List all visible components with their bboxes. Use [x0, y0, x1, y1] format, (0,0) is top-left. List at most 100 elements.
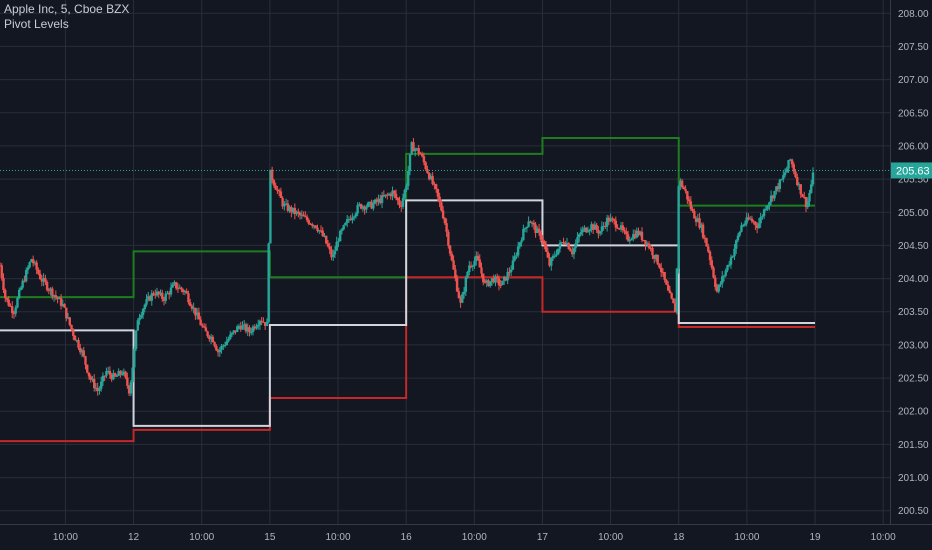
candle-body-249 — [433, 184, 436, 186]
candle-body-46 — [79, 347, 82, 353]
candle-body-157 — [272, 180, 276, 186]
candle-body-337 — [586, 231, 590, 233]
candle-body-172 — [298, 213, 302, 216]
x-tick-label-6: 10:00 — [462, 532, 487, 543]
y-tick-label-12: 202.00 — [898, 407, 929, 418]
candle-body-212 — [368, 201, 372, 203]
candle-body-365 — [635, 230, 638, 238]
candle-body-7 — [11, 306, 14, 314]
candle-body-106 — [183, 291, 187, 293]
candle-body-238 — [414, 149, 417, 152]
candle-body-403 — [701, 224, 705, 238]
candle-body-270 — [469, 265, 473, 267]
candle-body-222 — [386, 194, 389, 196]
y-tick-label-9: 203.50 — [898, 307, 929, 318]
candle-body-57 — [98, 388, 101, 391]
candle-body-382 — [665, 280, 668, 285]
candle-body-236 — [410, 142, 413, 155]
candle-body-262 — [455, 278, 459, 292]
candle-body-93 — [161, 292, 164, 299]
candle-body-190 — [330, 249, 333, 258]
candle-body-419 — [729, 257, 733, 265]
candle-body-123 — [213, 342, 216, 346]
candle-body-120 — [208, 336, 211, 340]
last-price-label: 205.63 — [896, 165, 930, 177]
candle-body-393 — [684, 189, 687, 192]
candle-body-149 — [258, 320, 262, 325]
candle-body-8 — [12, 313, 16, 315]
candle-body-397 — [691, 208, 694, 212]
x-tick-label-12: 10:00 — [871, 532, 896, 543]
x-tick-label-5: 16 — [401, 532, 413, 543]
last-price-tag — [891, 162, 932, 179]
candle-body-49 — [84, 356, 87, 365]
candle-body-180 — [312, 225, 316, 227]
candle-body-44 — [75, 340, 78, 342]
candle-body-399 — [694, 218, 698, 223]
candle-body-90 — [155, 291, 159, 296]
candle-body-388 — [675, 268, 679, 312]
candle-body-290 — [504, 276, 508, 281]
candle-body-395 — [687, 199, 691, 202]
candle-body-430 — [748, 218, 752, 220]
candle-body-413 — [719, 283, 722, 285]
candle-body-296 — [515, 255, 518, 257]
candle-body-360 — [626, 234, 630, 241]
candle-body-278 — [483, 282, 487, 284]
candle-body-446 — [776, 186, 780, 190]
candle-body-401 — [698, 218, 701, 228]
candle-body-158 — [274, 185, 277, 190]
candle-body-16 — [26, 267, 30, 271]
candle-body-131 — [227, 338, 230, 342]
candle-body-327 — [569, 249, 572, 252]
candle-body-175 — [304, 216, 307, 218]
candle-body-240 — [417, 148, 420, 154]
price-axis[interactable]: 208.00207.50207.00206.50206.00205.50205.… — [890, 0, 932, 550]
candle-body-364 — [633, 234, 637, 238]
candle-body-13 — [21, 280, 24, 288]
candle-body-291 — [506, 271, 509, 281]
symbol-title[interactable]: Apple Inc, 5, Cboe BZX — [4, 2, 130, 16]
candle-body-300 — [522, 228, 525, 241]
candle-body-137 — [237, 326, 241, 328]
candle-body-336 — [584, 227, 588, 233]
candle-body-170 — [295, 211, 298, 214]
candle-body-117 — [202, 326, 206, 328]
candle-body-59 — [101, 375, 105, 382]
candle-body-163 — [283, 204, 286, 207]
candle-body-32 — [54, 295, 58, 298]
candle-body-160 — [277, 190, 281, 192]
candle-body-83 — [143, 304, 146, 310]
time-axis[interactable]: 10:00 12 10:00 15 10:00 16 10:00 17 10:00 18 10:00… — [0, 524, 932, 550]
candle-body-119 — [206, 331, 209, 337]
candle-body-185 — [321, 230, 324, 237]
candle-body-206 — [358, 204, 361, 206]
candle-body-362 — [630, 239, 633, 241]
candle-body-225 — [391, 190, 394, 197]
candle-body-43 — [73, 335, 77, 341]
candle-body-348 — [605, 217, 609, 227]
indicator-label[interactable]: Pivot Levels — [4, 17, 69, 31]
candle-body-151 — [262, 321, 265, 323]
y-tick-label-6: 205.00 — [898, 208, 929, 219]
candle-body-50 — [86, 364, 89, 373]
candle-body-18 — [30, 259, 33, 263]
candle-body-322 — [560, 242, 563, 244]
candle-body-347 — [604, 225, 607, 227]
candle-body-368 — [640, 231, 644, 240]
candle-body-247 — [429, 175, 433, 180]
candle-body-126 — [218, 349, 222, 353]
candle-body-460 — [801, 194, 804, 197]
candle-body-76 — [131, 367, 134, 383]
candle-body-414 — [721, 276, 724, 284]
y-tick-label-2: 207.00 — [898, 75, 929, 86]
candle-body-45 — [77, 340, 80, 348]
candle-body-224 — [389, 193, 392, 197]
candle-body-277 — [482, 273, 485, 283]
candle-body-245 — [426, 168, 429, 174]
candle-body-263 — [457, 291, 461, 299]
candle-body-171 — [297, 211, 300, 214]
candle-body-69 — [119, 371, 122, 375]
